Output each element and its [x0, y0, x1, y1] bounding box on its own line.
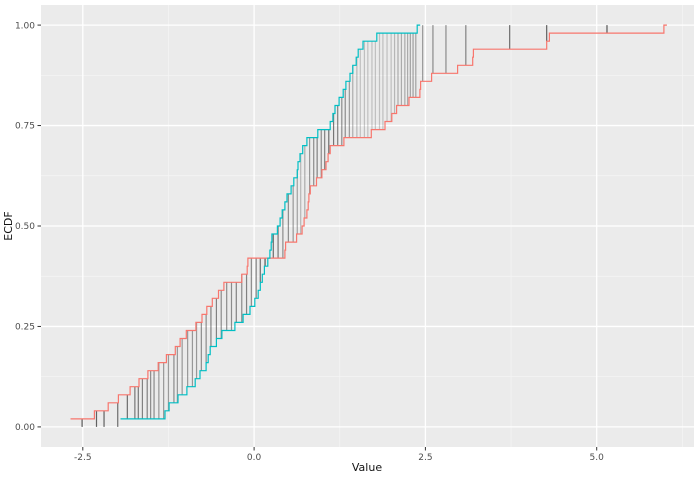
- y-tick-label: 0.50: [15, 222, 35, 232]
- difference-segments: [81, 25, 608, 427]
- x-tick-label: -2.5: [74, 453, 92, 463]
- tick-labels: -2.5 0.0 2.5 5.0 0.00 0.25 0.50 0.75 1.00: [15, 21, 604, 463]
- grid-major: [41, 5, 694, 447]
- x-tick-label: 5.0: [590, 453, 605, 463]
- y-tick-label: 0.25: [15, 323, 35, 333]
- y-axis-title: ECDF: [2, 211, 15, 240]
- x-tick-label: 2.5: [418, 453, 432, 463]
- axis-ticks: [37, 24, 598, 451]
- ecdf-curve-red: [70, 24, 667, 420]
- ecdf-curve-cyan: [120, 24, 421, 420]
- y-tick-label: 1.00: [15, 21, 35, 31]
- y-tick-label: 0.75: [15, 122, 35, 132]
- x-axis-title: Value: [352, 461, 382, 474]
- y-tick-label: 0.00: [15, 423, 35, 433]
- x-tick-label: 0.0: [247, 453, 262, 463]
